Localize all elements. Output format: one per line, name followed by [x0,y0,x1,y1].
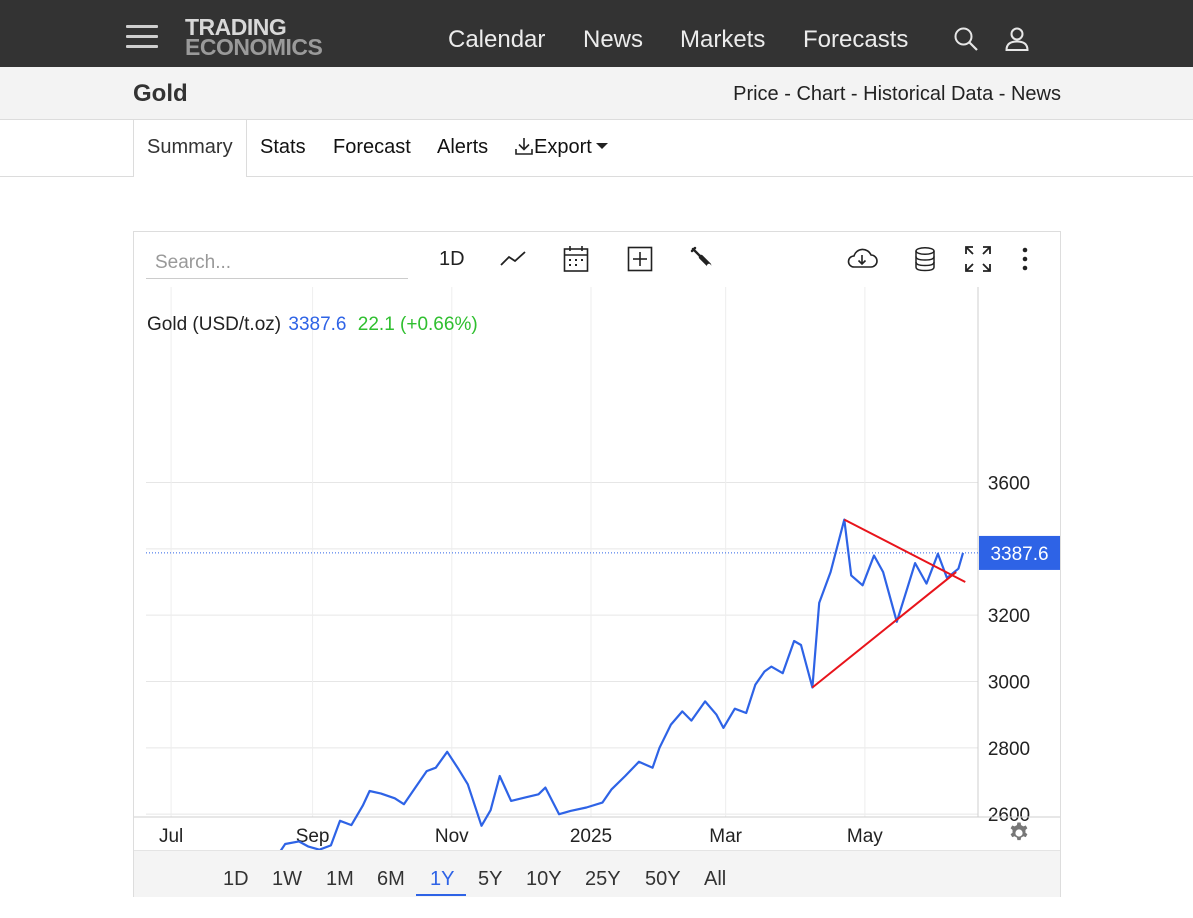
last-value-badge [979,535,1060,570]
link-separator: - [845,83,864,105]
download-icon [515,138,533,155]
x-tick-label: Nov [435,826,469,847]
menu-icon[interactable] [126,25,158,49]
interval-selector[interactable]: 1D [439,247,465,270]
chart-plot[interactable]: 240026002800300032003600JulSepNov2025Mar… [134,232,1060,850]
price-series-line[interactable] [146,518,965,850]
database-icon[interactable] [914,244,936,274]
range-1m[interactable]: 1M [326,868,354,890]
tab-alerts[interactable]: Alerts [437,136,489,158]
link-separator: - [778,83,797,105]
top-navbar: TRADING ECONOMICS Calendar News Markets … [0,0,1193,67]
range-10y[interactable]: 10Y [526,868,562,890]
x-tick-label: Mar [709,826,742,847]
settings-gear-icon[interactable] [1007,821,1031,850]
fullscreen-icon[interactable] [964,244,992,274]
legend-change: 22.1 (+0.66%) [357,314,478,335]
legend-price: 3387.6 [288,314,347,335]
active-range-indicator [416,894,466,896]
y-tick-label: 2600 [988,805,1030,826]
y-tick-label: 3000 [988,673,1030,694]
tab-export-label: Export [534,136,592,158]
chart-legend: Gold (USD/t.oz) 3387.6 22.1 (+0.66%) [147,314,478,336]
link-chart[interactable]: Chart [796,83,846,105]
nav-markets[interactable]: Markets [680,26,766,53]
range-50y[interactable]: 50Y [645,868,681,890]
logo[interactable]: TRADING ECONOMICS [185,14,323,60]
search-icon[interactable] [953,26,979,57]
nav-calendar[interactable]: Calendar [448,26,546,53]
link-separator: - [993,83,1011,105]
y-tick-label: 3200 [988,606,1030,627]
legend-series-name: Gold (USD/t.oz) [147,314,282,335]
chart-panel: 240026002800300032003600JulSepNov2025Mar… [133,231,1061,897]
more-icon[interactable] [1022,244,1028,274]
x-tick-label: May [847,826,883,847]
calendar-icon[interactable] [563,244,589,274]
user-icon[interactable] [1004,26,1030,57]
link-news[interactable]: News [1010,83,1061,105]
x-tick-label: Jul [159,826,183,847]
y-tick-label: 3600 [988,473,1030,494]
range-all[interactable]: All [704,868,727,890]
range-1w[interactable]: 1W [272,868,302,890]
tab-forecast[interactable]: Forecast [333,136,411,158]
range-1y[interactable]: 1Y [430,868,455,890]
cloud-download-icon[interactable] [846,244,878,274]
range-selector: 1D 1W 1M 6M 1Y 5Y 10Y 25Y 50Y All [134,850,1060,897]
link-historical-data[interactable]: Historical Data [863,83,994,105]
nav-news[interactable]: News [583,26,644,53]
page-title: Gold [133,80,188,107]
trendline[interactable] [811,571,957,689]
link-price[interactable]: Price [733,83,779,105]
logo-line-2: ECONOMICS [185,34,323,60]
range-6m[interactable]: 6M [377,868,405,890]
line-chart-icon[interactable] [499,244,527,274]
page-tabs: Summary Stats Forecast Alerts Export [0,120,1193,177]
tab-summary[interactable]: Summary [133,120,247,177]
range-25y[interactable]: 25Y [585,868,621,890]
range-5y[interactable]: 5Y [478,868,503,890]
subheader-links: Price - Chart - Historical Data - News [733,83,1061,106]
tab-stats[interactable]: Stats [260,136,306,158]
search-input[interactable] [146,247,408,279]
x-tick-label: 2025 [570,826,612,847]
subheader: Gold Price - Chart - Historical Data - N… [0,67,1193,120]
add-indicator-icon[interactable] [627,244,653,274]
chevron-down-icon [595,142,608,149]
range-1d[interactable]: 1D [223,868,249,890]
wrench-icon[interactable] [690,244,714,274]
x-tick-label: Sep [296,826,330,847]
last-value-label: 3387.6 [990,544,1048,565]
tab-export[interactable]: Export [514,136,608,159]
logo-line-1: TRADING [185,14,287,40]
trendline[interactable] [843,518,966,583]
nav-forecasts[interactable]: Forecasts [803,26,909,53]
y-tick-label: 2800 [988,739,1030,760]
